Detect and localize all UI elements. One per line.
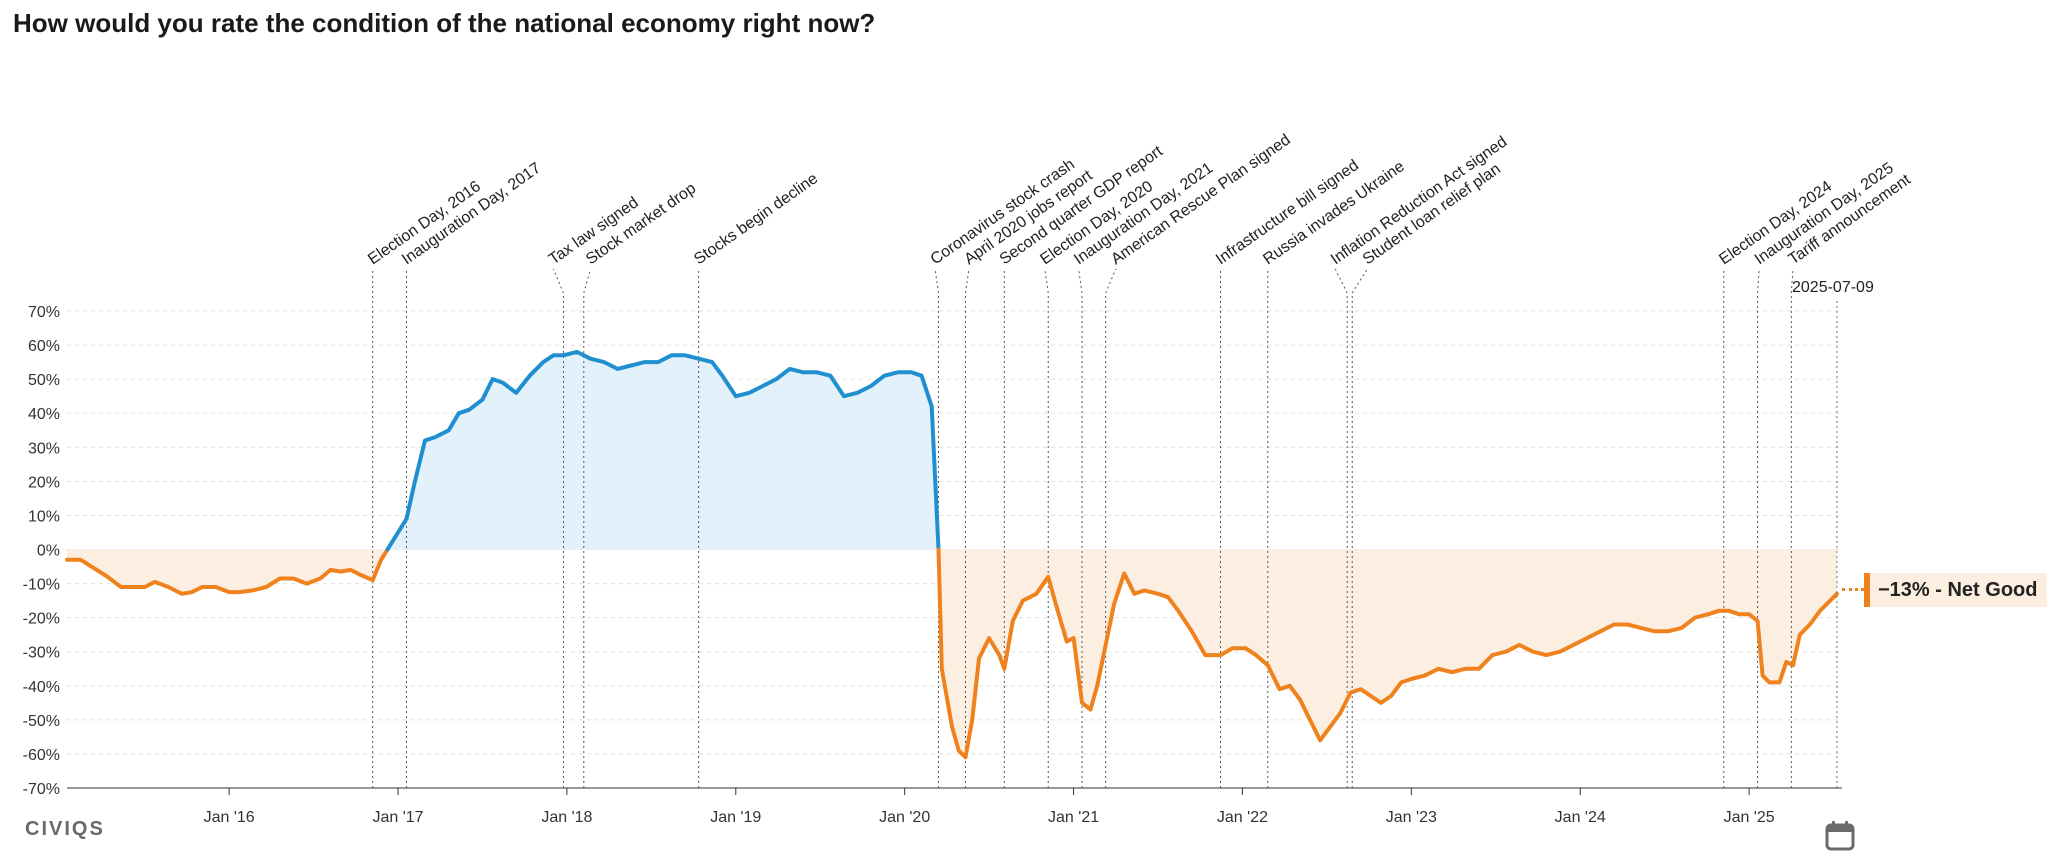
x-tick-label: Jan '16	[204, 809, 255, 826]
y-tick-label: 20%	[28, 474, 60, 491]
x-axis: Jan '16 Jan '17 Jan '18 Jan '19 Jan '20 Jan '…	[204, 788, 1775, 826]
x-tick-label: Jan '25	[1724, 809, 1775, 826]
y-tick-label: -40%	[23, 679, 60, 696]
negative-line	[65, 547, 390, 596]
x-tick-label: Jan '18	[541, 809, 592, 826]
current-date-marker: 2025-07-09	[1792, 279, 1874, 788]
brand-logo: CIVIQS	[25, 818, 105, 840]
y-tick-label: -10%	[23, 577, 60, 594]
negative-line	[936, 547, 1839, 760]
y-tick-label: -30%	[23, 645, 60, 662]
callout-color-bar	[1864, 573, 1870, 607]
positive-area	[387, 351, 939, 550]
y-tick-label: 0%	[37, 543, 60, 560]
callout-value: −13% - Net Good	[1878, 578, 2038, 601]
y-tick-label: 30%	[28, 440, 60, 457]
x-tick-label: Jan '24	[1555, 809, 1606, 826]
event-label: Stocks begin decline	[691, 170, 821, 268]
positive-line	[385, 349, 941, 552]
negative-area	[938, 549, 1837, 758]
x-tick-label: Jan '20	[879, 809, 930, 826]
event-connector	[1105, 268, 1117, 294]
y-tick-label: -60%	[23, 747, 60, 764]
event-connector	[934, 268, 939, 294]
event-connector	[1334, 268, 1348, 294]
x-tick-label: Jan '21	[1048, 809, 1099, 826]
y-tick-label: 40%	[28, 406, 60, 423]
gridlines	[67, 310, 1842, 789]
event-connector	[1351, 268, 1368, 294]
y-tick-label: 50%	[28, 372, 60, 389]
event-connector	[583, 268, 591, 294]
y-tick-label: 10%	[28, 508, 60, 525]
y-tick-label: -70%	[23, 781, 60, 798]
series-lines	[65, 349, 1839, 760]
y-tick-label: -50%	[23, 713, 60, 730]
current-date-label: 2025-07-09	[1792, 279, 1874, 296]
event-connector	[965, 268, 970, 294]
area-fills	[67, 351, 1837, 758]
x-tick-label: Jan '19	[710, 809, 761, 826]
calendar-icon[interactable]	[1823, 818, 1857, 852]
event-connector	[1078, 268, 1083, 294]
y-axis: 70% 60% 50% 40% 30% 20% 10% 0% -10% -20% -30% -40% -…	[23, 304, 60, 798]
callout-connector	[1842, 588, 1864, 591]
event-connector	[1757, 268, 1760, 294]
event-connector	[552, 268, 564, 294]
event-connector	[1790, 268, 1794, 294]
event-connector	[1044, 268, 1049, 294]
y-tick-label: -20%	[23, 611, 60, 628]
net-good-callout: −13% - Net Good	[1864, 573, 2048, 607]
y-tick-label: 70%	[28, 304, 60, 321]
x-tick-label: Jan '23	[1386, 809, 1437, 826]
event-label: Inauguration Day, 2017	[399, 160, 544, 269]
x-tick-label: Jan '17	[372, 809, 423, 826]
page-title: How would you rate the condition of the …	[13, 8, 876, 38]
x-tick-label: Jan '22	[1217, 809, 1268, 826]
y-tick-label: 60%	[28, 338, 60, 355]
